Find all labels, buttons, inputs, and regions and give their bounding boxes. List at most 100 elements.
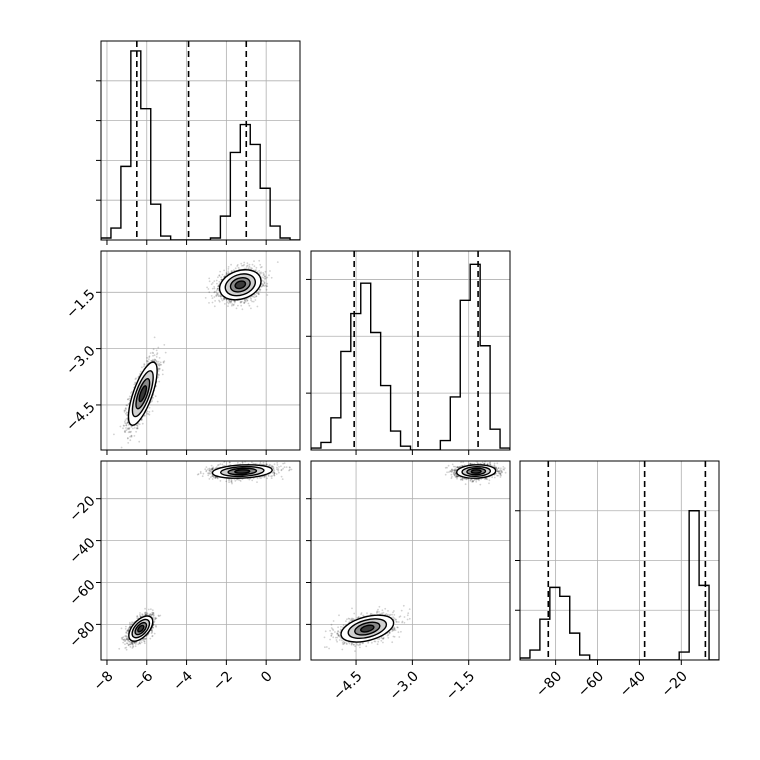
scatter-point [126,421,129,424]
scatter-point [120,637,123,639]
scatter-point [247,267,250,269]
scatter-point [141,614,144,616]
scatter-point [158,367,160,370]
scatter-point [243,299,246,301]
scatter-point [129,643,132,646]
scatter-point [152,615,155,617]
scatter-point [125,424,128,427]
scatter-point [159,614,162,617]
scatter-point [156,363,159,366]
scatter-point [154,358,157,361]
scatter-point [124,412,127,415]
scatter-point [124,422,127,425]
scatter-point [143,415,146,417]
scatter-point [125,408,127,411]
scatter-point [126,642,128,645]
scatter-point [126,421,129,423]
scatter-point [164,351,167,354]
scatter-point [161,373,164,376]
scatter-point [145,637,148,640]
scatter-point [123,409,126,412]
scatter-point [156,400,159,403]
scatter-point [251,267,253,270]
scatter-point [227,272,230,274]
scatter-point [215,295,218,298]
scatter-point [243,302,246,304]
scatter-point [230,300,233,303]
scatter-point [237,266,240,269]
scatter-point [134,643,137,645]
scatter-point [128,395,131,398]
scatter-point [127,639,129,642]
scatter-point [153,358,156,361]
scatter-point [260,266,263,268]
scatter-point [126,421,129,424]
scatter-point [144,607,147,610]
scatter-point [242,264,245,267]
scatter-point [158,364,161,367]
scatter-point [133,642,136,644]
scatter-point [162,361,165,364]
scatter-point [151,611,154,614]
scatter-point [230,263,233,266]
scatter-point [158,362,161,365]
scatter-point [232,269,235,271]
scatter-point [130,435,133,438]
scatter-point [125,424,127,427]
scatter-point [230,300,233,303]
scatter-point [131,390,133,393]
panel-frame [310,250,511,451]
scatter-point [130,623,133,625]
scatter-point [226,301,229,303]
scatter-point [260,271,262,274]
scatter-point [154,617,157,620]
scatter-point [239,301,242,304]
scatter-point [264,270,267,273]
scatter-point [148,356,151,358]
scatter-panel-0-2 [96,460,301,665]
scatter-point [126,412,129,414]
scatter-point [125,429,128,432]
scatter-point [163,360,166,363]
scatter-point [236,264,239,266]
scatter-point [151,359,153,362]
scatter-point [136,427,138,430]
scatter-point [151,613,154,616]
scatter-point [127,639,130,641]
scatter-point [254,293,256,296]
scatter-point [127,403,130,405]
scatter-point [126,398,129,401]
scatter-point [255,266,258,269]
scatter-point [144,612,146,614]
scatter-point [157,376,160,378]
scatter-point [259,288,262,291]
scatter-point [143,365,145,368]
scatter-point [147,413,150,415]
scatter-point [240,304,243,307]
scatter-point [150,360,153,362]
scatter-point [269,270,271,272]
scatter-point [132,643,134,646]
scatter-point [120,446,123,449]
scatter-point [127,629,129,632]
scatter-point [248,265,251,268]
scatter-point [244,267,246,270]
scatter-point [131,456,133,458]
scatter-point [252,300,255,303]
scatter-point [136,424,138,427]
scatter-point [127,427,130,430]
scatter-point [262,274,265,277]
scatter-point [127,398,129,401]
scatter-point [261,282,263,285]
scatter-point [124,643,126,646]
scatter-point [125,407,127,409]
scatter-point [126,629,129,632]
scatter-point [143,637,145,640]
scatter-point [136,427,138,430]
scatter-point [216,282,218,285]
scatter-point [160,363,163,366]
scatter-point [255,292,258,295]
scatter-point [223,297,226,300]
scatter-point [151,635,154,637]
scatter-point [219,295,222,298]
